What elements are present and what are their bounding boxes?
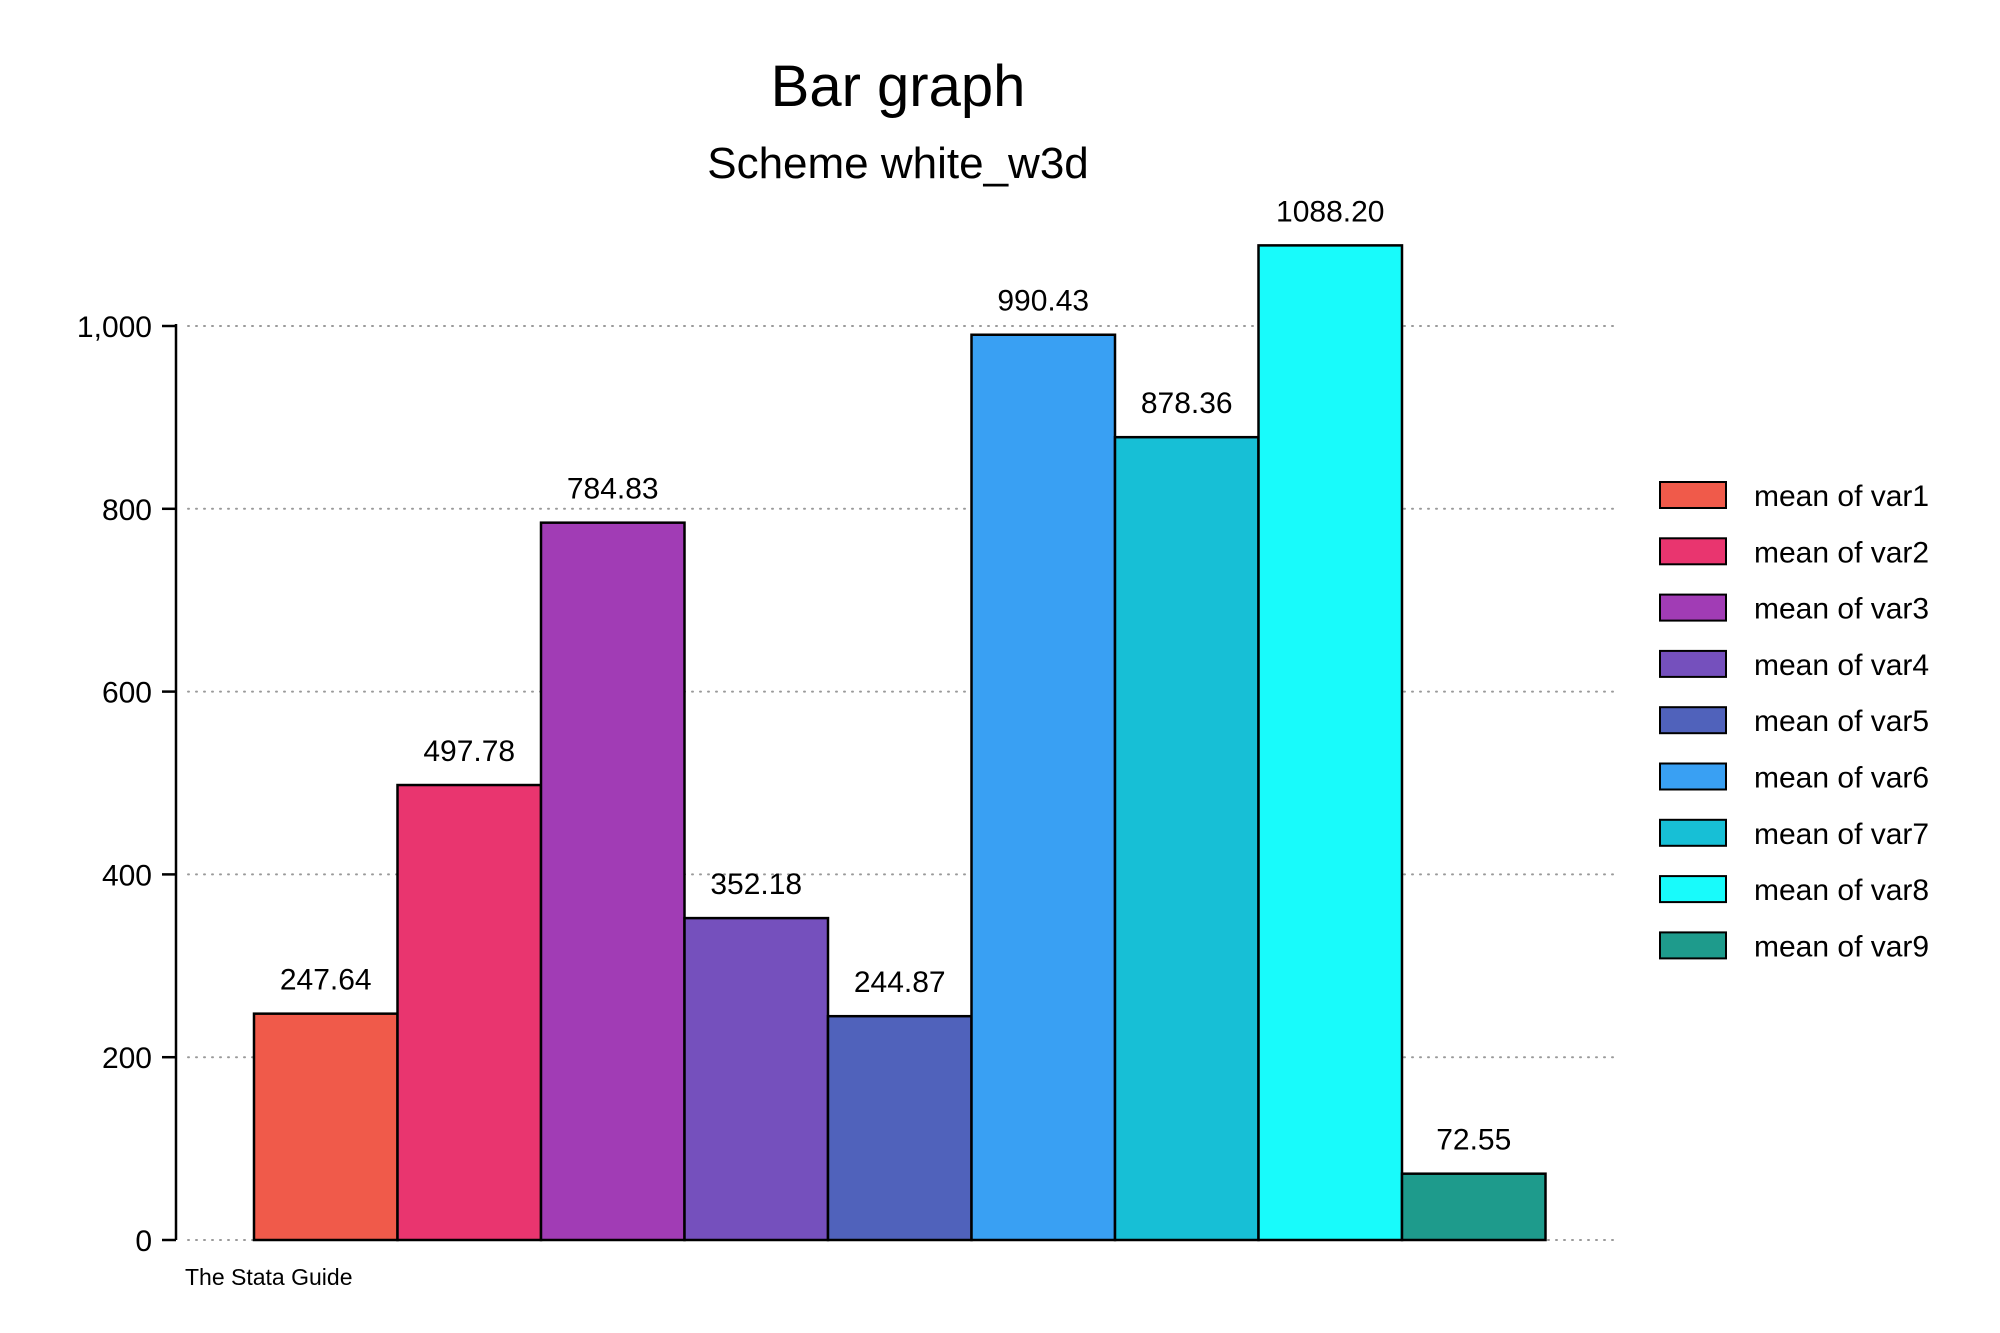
legend-swatch: [1659, 649, 1727, 678]
bar: [683, 916, 830, 1242]
bar-value-label: 1088.20: [1276, 195, 1384, 228]
legend-label: mean of var2: [1754, 536, 1929, 569]
legend-label: mean of var5: [1754, 705, 1929, 738]
bar: [1113, 435, 1260, 1242]
legend-label: mean of var8: [1754, 874, 1929, 907]
data-labels: 247.64 497.78 784.83 352.18 244.87 990.43 878.…: [280, 195, 1511, 1156]
legend-swatch: [1659, 537, 1727, 566]
legend-swatch: [1659, 481, 1727, 509]
bar-value-label: 784.83: [567, 473, 659, 506]
bar: [1257, 244, 1404, 1242]
legend-label: mean of var4: [1754, 649, 1929, 682]
legend-swatch: [1659, 593, 1727, 622]
bar-value-label: 878.36: [1141, 387, 1233, 420]
legend: mean of var1 mean of var2 mean of var3 mean…: [1659, 480, 1929, 963]
bar-value-label: 497.78: [423, 735, 515, 768]
bar: [252, 1012, 399, 1242]
chart-title: Bar graph: [771, 54, 1026, 119]
legend-swatch: [1659, 706, 1727, 735]
legend-label: mean of var1: [1754, 480, 1929, 513]
y-tick-label: 200: [102, 1042, 152, 1075]
legend-label: mean of var6: [1754, 762, 1929, 795]
y-tick-label: 0: [135, 1225, 152, 1258]
bar-value-label: 72.55: [1436, 1124, 1511, 1157]
bar: [396, 783, 543, 1242]
y-tick-label: 1,000: [77, 311, 152, 344]
bar: [539, 521, 686, 1242]
bar-value-label: 990.43: [997, 285, 1089, 318]
bar: [1400, 1172, 1547, 1242]
y-tick-label: 400: [102, 859, 152, 892]
bar: [970, 333, 1117, 1242]
y-tick-label: 600: [102, 677, 152, 710]
bar-value-label: 352.18: [710, 868, 802, 901]
y-axis: 0 200 400 600 800 1,000: [77, 311, 178, 1258]
bar-value-label: 247.64: [280, 964, 372, 997]
bar: [826, 1014, 973, 1242]
chart-note: The Stata Guide: [185, 1264, 353, 1290]
legend-label: mean of var9: [1754, 930, 1929, 963]
legend-label: mean of var3: [1754, 593, 1929, 626]
legend-label: mean of var7: [1754, 818, 1929, 851]
legend-swatch: [1659, 818, 1727, 847]
legend-swatch: [1659, 875, 1727, 904]
bar-value-label: 244.87: [854, 966, 946, 999]
chart-subtitle: Scheme white_w3d: [707, 139, 1089, 188]
legend-swatch: [1659, 762, 1727, 791]
bars: [252, 244, 1547, 1242]
legend-swatch: [1659, 931, 1727, 960]
y-tick-label: 800: [102, 494, 152, 527]
